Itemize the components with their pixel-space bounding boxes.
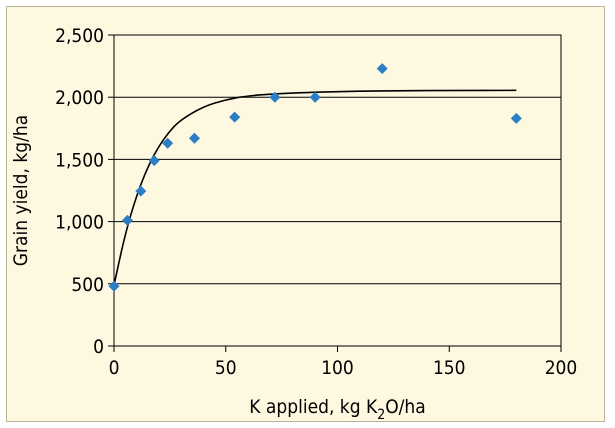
y-tick-label: 1,000	[55, 212, 104, 234]
x-tick-labels: 0 50 100 150 200	[109, 357, 578, 379]
plot-area	[113, 34, 562, 347]
fit-curve	[113, 89, 517, 286]
data-point-0	[108, 280, 120, 292]
data-point-6	[229, 111, 241, 123]
data-point-10	[510, 112, 522, 124]
x-tick-label: 50	[215, 357, 237, 379]
data-point-3	[148, 155, 160, 167]
y-tick-label: 500	[71, 274, 104, 296]
x-tick-label: 150	[433, 357, 466, 379]
x-tick-label: 200	[545, 357, 578, 379]
data-markers	[108, 63, 522, 292]
data-point-2	[135, 185, 147, 197]
x-tick-label: 0	[109, 357, 120, 379]
y-axis-title: Grain yield, kg/ha	[10, 115, 32, 266]
axes	[108, 34, 562, 352]
data-point-1	[121, 214, 133, 226]
x-axis-title: K applied, kg K2O/ha	[249, 396, 425, 423]
data-point-4	[162, 137, 174, 149]
grid-lines	[114, 34, 561, 285]
x-tick-label: 100	[321, 357, 354, 379]
y-tick-label: 2,500	[55, 25, 104, 47]
data-point-7	[269, 91, 281, 103]
y-tick-label: 0	[93, 336, 104, 358]
y-tick-labels: 0 500 1,000 1,500 2,000 2,500	[55, 25, 104, 358]
y-tick-label: 1,500	[55, 149, 104, 171]
data-point-5	[188, 132, 200, 144]
data-point-9	[376, 63, 388, 75]
y-tick-label: 2,000	[55, 87, 104, 109]
data-point-8	[309, 91, 321, 103]
